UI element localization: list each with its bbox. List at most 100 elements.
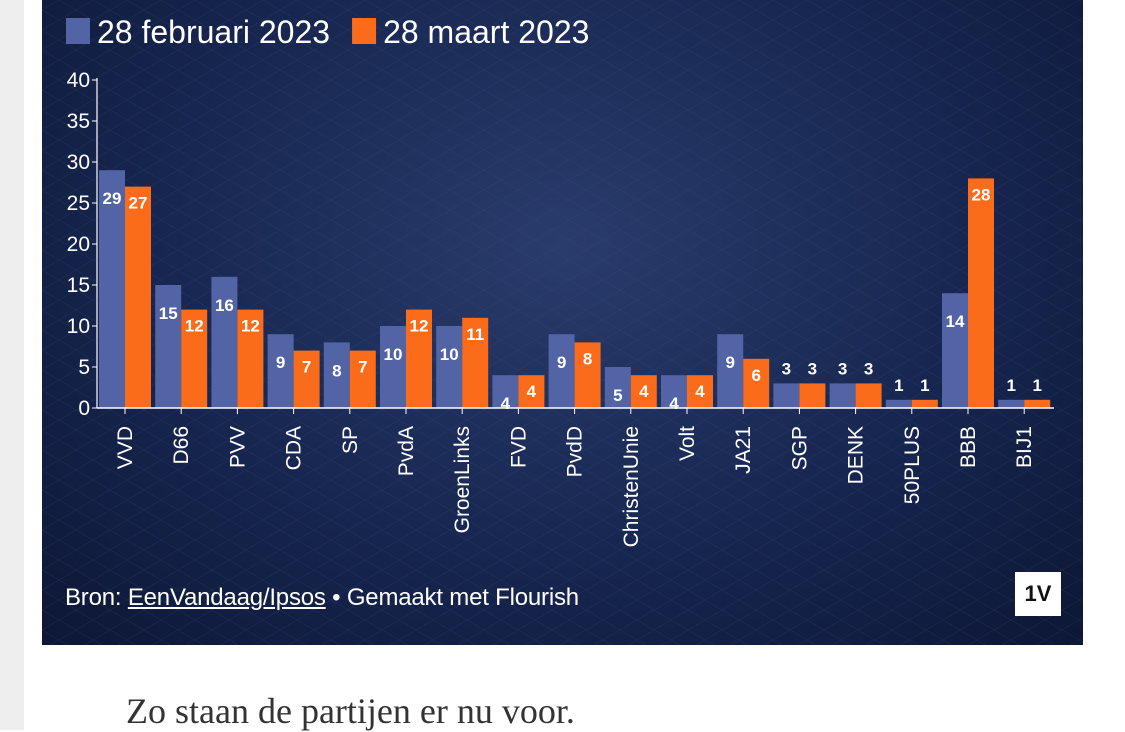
bar-GroenLinks-0[interactable] bbox=[436, 326, 463, 408]
bar-value-label: 15 bbox=[159, 304, 178, 323]
bar-value-label: 12 bbox=[241, 317, 260, 336]
bar-value-label: 27 bbox=[129, 194, 148, 213]
bar-value-label: 1 bbox=[894, 376, 903, 395]
bar-value-label: 5 bbox=[613, 386, 622, 405]
y-axis: 0 5 10 15 20 25 30 35 40 bbox=[67, 69, 98, 420]
y-tick-label: 0 bbox=[78, 397, 90, 420]
legend: 28 februari 2023 28 maart 2023 bbox=[66, 14, 589, 50]
article-caption: Zo staan de partijen er nu voor. bbox=[126, 691, 575, 731]
bar-value-label: 28 bbox=[972, 185, 991, 204]
x-tick-label: CDA bbox=[283, 426, 306, 470]
x-tick-label: 50PLUS bbox=[901, 426, 924, 504]
bar-D66-1[interactable] bbox=[181, 309, 208, 408]
bar-value-label: 16 bbox=[215, 296, 234, 315]
bar-SGP-1[interactable] bbox=[799, 383, 826, 408]
bar-value-label: 4 bbox=[501, 394, 511, 413]
bar-value-label: 6 bbox=[751, 366, 760, 385]
bar-VVD-1[interactable] bbox=[125, 186, 151, 408]
bar-PVV-0[interactable] bbox=[211, 276, 238, 408]
bar-value-label: 9 bbox=[276, 353, 285, 372]
bar-value-label: 29 bbox=[103, 189, 122, 208]
bar-FVD-1[interactable] bbox=[518, 375, 545, 408]
x-tick-label: VVD bbox=[114, 426, 137, 469]
x-tick-label: SP bbox=[339, 426, 362, 454]
bar-Volt-1[interactable] bbox=[687, 375, 713, 408]
y-tick-label: 10 bbox=[67, 315, 90, 338]
bar-BBB-1[interactable] bbox=[968, 178, 994, 408]
bar-value-label: 8 bbox=[583, 349, 592, 368]
chart-card: 28 februari 2023 28 maart 2023 0 5 10 15 20 25… bbox=[42, 0, 1083, 645]
legend-swatch-0 bbox=[66, 18, 90, 44]
bar-value-label: 8 bbox=[332, 361, 341, 380]
bar-PvdA-1[interactable] bbox=[406, 309, 432, 408]
bar-value-label: 14 bbox=[946, 312, 965, 331]
bar-PvdA-0[interactable] bbox=[380, 326, 406, 408]
bar-JA21-0[interactable] bbox=[717, 334, 744, 408]
x-tick-label: BBB bbox=[957, 426, 980, 468]
y-tick-label: 15 bbox=[67, 274, 90, 297]
bar-SP-1[interactable] bbox=[349, 350, 376, 408]
page-side-strip bbox=[0, 0, 24, 730]
bar-JA21-1[interactable] bbox=[743, 358, 770, 408]
bar-value-label: 3 bbox=[838, 359, 847, 378]
bar-VVD-0[interactable] bbox=[99, 170, 125, 408]
x-tick-label: PvdA bbox=[395, 426, 418, 476]
bar-ChristenUnie-1[interactable] bbox=[630, 375, 657, 408]
bar-SGP-0[interactable] bbox=[773, 383, 800, 408]
x-tick-label: FVD bbox=[507, 426, 530, 468]
bar-value-label: 10 bbox=[440, 345, 459, 364]
bar-CDA-1[interactable] bbox=[293, 350, 320, 408]
bar-value-label: 1 bbox=[1032, 376, 1041, 395]
bar-value-label: 10 bbox=[384, 345, 403, 364]
bar-SP-0[interactable] bbox=[323, 342, 350, 408]
made-with-flourish[interactable]: Gemaakt met Flourish bbox=[346, 584, 579, 611]
legend-swatch-1 bbox=[352, 18, 377, 44]
x-tick-label: Volt bbox=[676, 426, 699, 461]
x-tick-label: BIJ1 bbox=[1013, 426, 1036, 468]
bar-value-label: 3 bbox=[864, 359, 873, 378]
bar-FVD-0[interactable] bbox=[492, 375, 519, 408]
bar-BBB-0[interactable] bbox=[942, 293, 968, 408]
source-prefix: Bron: bbox=[65, 584, 128, 611]
bar-value-label: 4 bbox=[527, 382, 537, 401]
bar-GroenLinks-1[interactable] bbox=[462, 317, 489, 408]
bar-ChristenUnie-0[interactable] bbox=[604, 367, 631, 408]
bar-chart: 28 februari 2023 28 maart 2023 0510152025… bbox=[42, 0, 1083, 645]
bar-Volt-0[interactable] bbox=[661, 375, 687, 408]
x-tick-label: ChristenUnie bbox=[620, 426, 643, 547]
bar-PvdD-1[interactable] bbox=[574, 342, 601, 408]
bar-BIJ1-1[interactable] bbox=[1024, 399, 1051, 408]
source-link[interactable]: EenVandaag/Ipsos bbox=[127, 584, 326, 611]
bar-50PLUS-0[interactable] bbox=[885, 399, 912, 408]
legend-label-0: 28 februari 2023 bbox=[97, 14, 330, 50]
bar-value-label: 4 bbox=[669, 394, 679, 413]
bar-BIJ1-0[interactable] bbox=[998, 399, 1025, 408]
x-axis: VVD D66 PVV CDA SP PvdA GroenLinks FVD PvdD Chris… bbox=[114, 408, 1036, 547]
bar-value-label: 1 bbox=[1006, 376, 1015, 395]
bar-value-label: 3 bbox=[782, 359, 791, 378]
bar-DENK-1[interactable] bbox=[855, 383, 882, 408]
eenvandaag-logo[interactable]: 1V bbox=[1015, 572, 1061, 616]
bar-value-label: 7 bbox=[302, 358, 311, 377]
bar-PVV-1[interactable] bbox=[237, 309, 264, 408]
y-tick-label: 20 bbox=[67, 233, 90, 256]
bar-DENK-0[interactable] bbox=[829, 383, 856, 408]
bar-CDA-0[interactable] bbox=[267, 334, 294, 408]
bar-50PLUS-1[interactable] bbox=[911, 399, 938, 408]
y-tick-label: 30 bbox=[67, 151, 90, 174]
bar-value-label: 1 bbox=[920, 376, 929, 395]
source-line: Bron: EenVandaag/Ipsos • Gemaakt met Flo… bbox=[65, 584, 579, 612]
bar-PvdD-0[interactable] bbox=[548, 334, 575, 408]
x-tick-label: PvdD bbox=[564, 426, 587, 477]
bar-D66-0[interactable] bbox=[155, 285, 182, 408]
bar-value-label: 9 bbox=[725, 353, 734, 372]
y-tick-label: 40 bbox=[67, 69, 90, 92]
bar-value-label: 11 bbox=[466, 325, 484, 344]
bar-value-label: 9 bbox=[557, 353, 566, 372]
bar-value-label: 7 bbox=[358, 358, 367, 377]
bar-value-label: 4 bbox=[639, 382, 649, 401]
bar-value-label: 12 bbox=[185, 317, 204, 336]
x-tick-label: SGP bbox=[788, 426, 811, 470]
separator: • bbox=[325, 584, 347, 611]
